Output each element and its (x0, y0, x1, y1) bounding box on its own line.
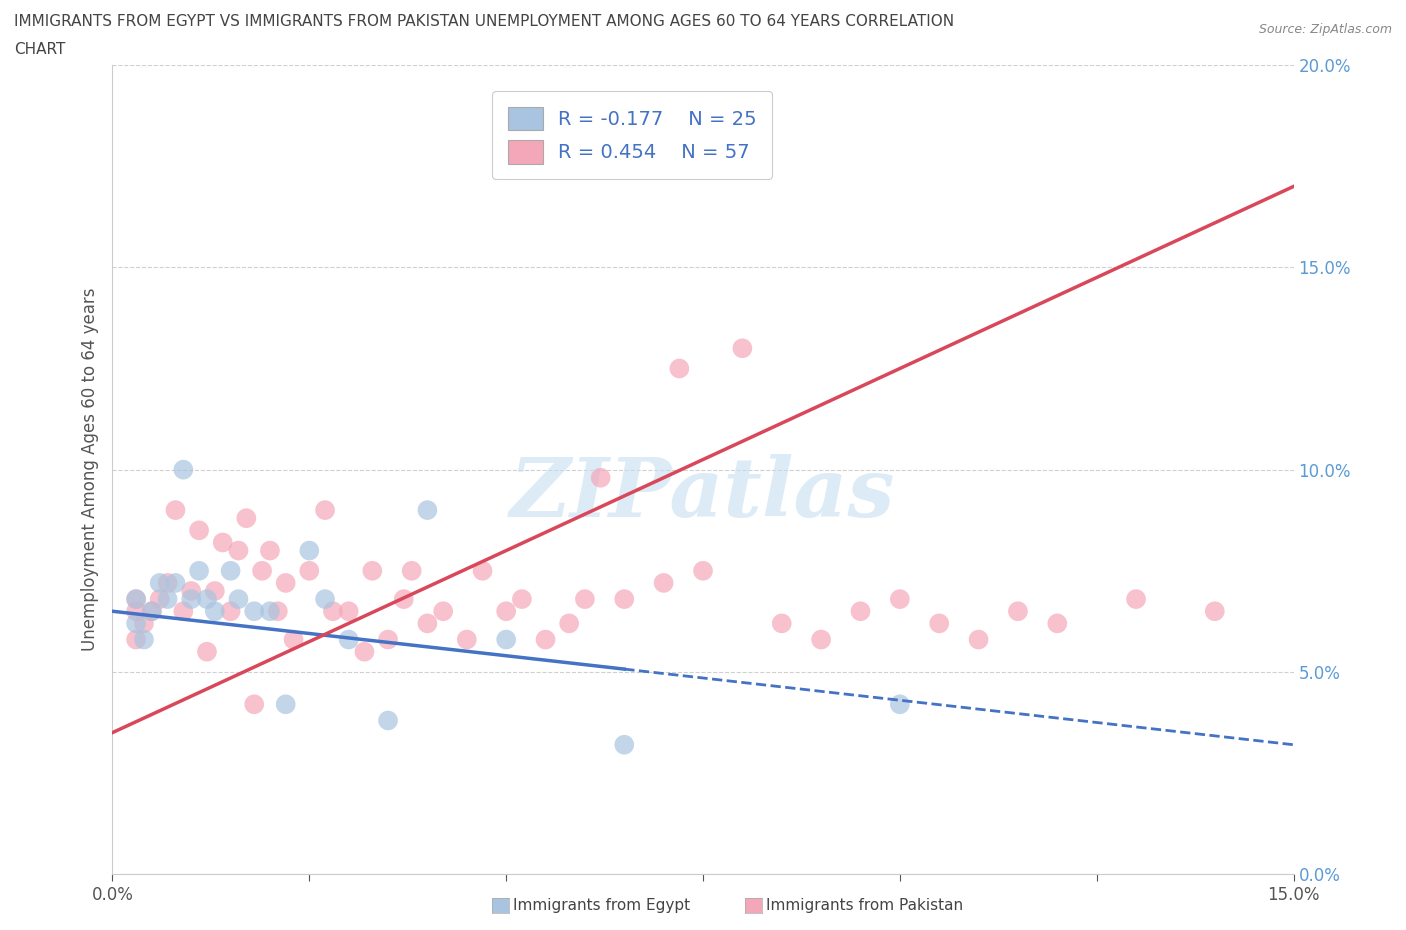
Point (495, 604, 517, 618)
Point (613, 737, 636, 752)
Point (337, 632, 360, 647)
Point (495, 632, 517, 647)
Point (132, 616, 155, 631)
Point (283, 632, 305, 647)
Point (172, 604, 194, 618)
Point (188, 564, 211, 578)
Point (180, 591, 202, 606)
Y-axis label: Unemployment Among Ages 60 to 64 years: Unemployment Among Ages 60 to 64 years (80, 288, 98, 651)
Point (149, 591, 172, 606)
Text: IMMIGRANTS FROM EGYPT VS IMMIGRANTS FROM PAKISTAN UNEMPLOYMENT AMONG AGES 60 TO : IMMIGRANTS FROM EGYPT VS IMMIGRANTS FROM… (14, 14, 955, 29)
Point (613, 591, 636, 606)
Point (416, 616, 439, 631)
Point (165, 502, 187, 517)
Point (219, 564, 242, 578)
Point (731, 340, 754, 355)
Point (416, 502, 439, 517)
Point (889, 591, 911, 606)
Point (392, 591, 415, 606)
Point (353, 644, 375, 659)
Point (125, 591, 148, 606)
Point (652, 576, 675, 591)
Point (228, 591, 250, 606)
Text: CHART: CHART (14, 42, 66, 57)
Point (1046, 616, 1069, 631)
Point (125, 632, 148, 647)
Point (314, 502, 336, 517)
Point (337, 604, 360, 618)
Point (259, 604, 281, 618)
Point (558, 616, 581, 631)
Text: Immigrants from Egypt: Immigrants from Egypt (513, 898, 690, 913)
Point (928, 616, 950, 631)
Point (510, 591, 533, 606)
Point (889, 697, 911, 711)
Point (125, 604, 148, 618)
Point (692, 564, 714, 578)
Text: Immigrants from Pakistan: Immigrants from Pakistan (766, 898, 963, 913)
Point (243, 697, 266, 711)
Point (456, 632, 478, 647)
Point (156, 576, 179, 591)
Point (125, 616, 148, 631)
Point (967, 632, 990, 647)
Point (361, 564, 384, 578)
Text: ZIPatlas: ZIPatlas (510, 454, 896, 534)
Point (235, 511, 257, 525)
Point (243, 604, 266, 618)
Point (149, 576, 172, 591)
Point (274, 697, 297, 711)
Point (589, 471, 612, 485)
Point (125, 591, 148, 606)
Point (574, 591, 596, 606)
Point (377, 632, 399, 647)
Point (298, 564, 321, 578)
Point (204, 584, 226, 599)
Point (211, 535, 233, 550)
Point (401, 564, 423, 578)
Point (432, 604, 454, 618)
Point (274, 576, 297, 591)
Point (204, 604, 226, 618)
Point (250, 564, 273, 578)
Point (1125, 591, 1147, 606)
Point (810, 632, 832, 647)
Point (1007, 604, 1029, 618)
Point (172, 462, 194, 477)
Legend: R = -0.177    N = 25, R = 0.454    N = 57: R = -0.177 N = 25, R = 0.454 N = 57 (492, 91, 772, 179)
Point (668, 361, 690, 376)
Point (180, 584, 202, 599)
Point (195, 591, 218, 606)
Point (132, 632, 155, 647)
Point (156, 591, 179, 606)
Text: Source: ZipAtlas.com: Source: ZipAtlas.com (1258, 23, 1392, 36)
Point (298, 543, 321, 558)
Point (219, 604, 242, 618)
Point (770, 616, 793, 631)
Point (471, 564, 494, 578)
Point (165, 576, 187, 591)
Point (188, 523, 211, 538)
Point (849, 604, 872, 618)
Point (141, 604, 163, 618)
Point (259, 543, 281, 558)
Point (322, 604, 344, 618)
Point (141, 604, 163, 618)
Point (228, 543, 250, 558)
Point (377, 713, 399, 728)
Point (534, 632, 557, 647)
Point (267, 604, 290, 618)
Point (314, 591, 336, 606)
Point (1204, 604, 1226, 618)
Point (195, 644, 218, 659)
